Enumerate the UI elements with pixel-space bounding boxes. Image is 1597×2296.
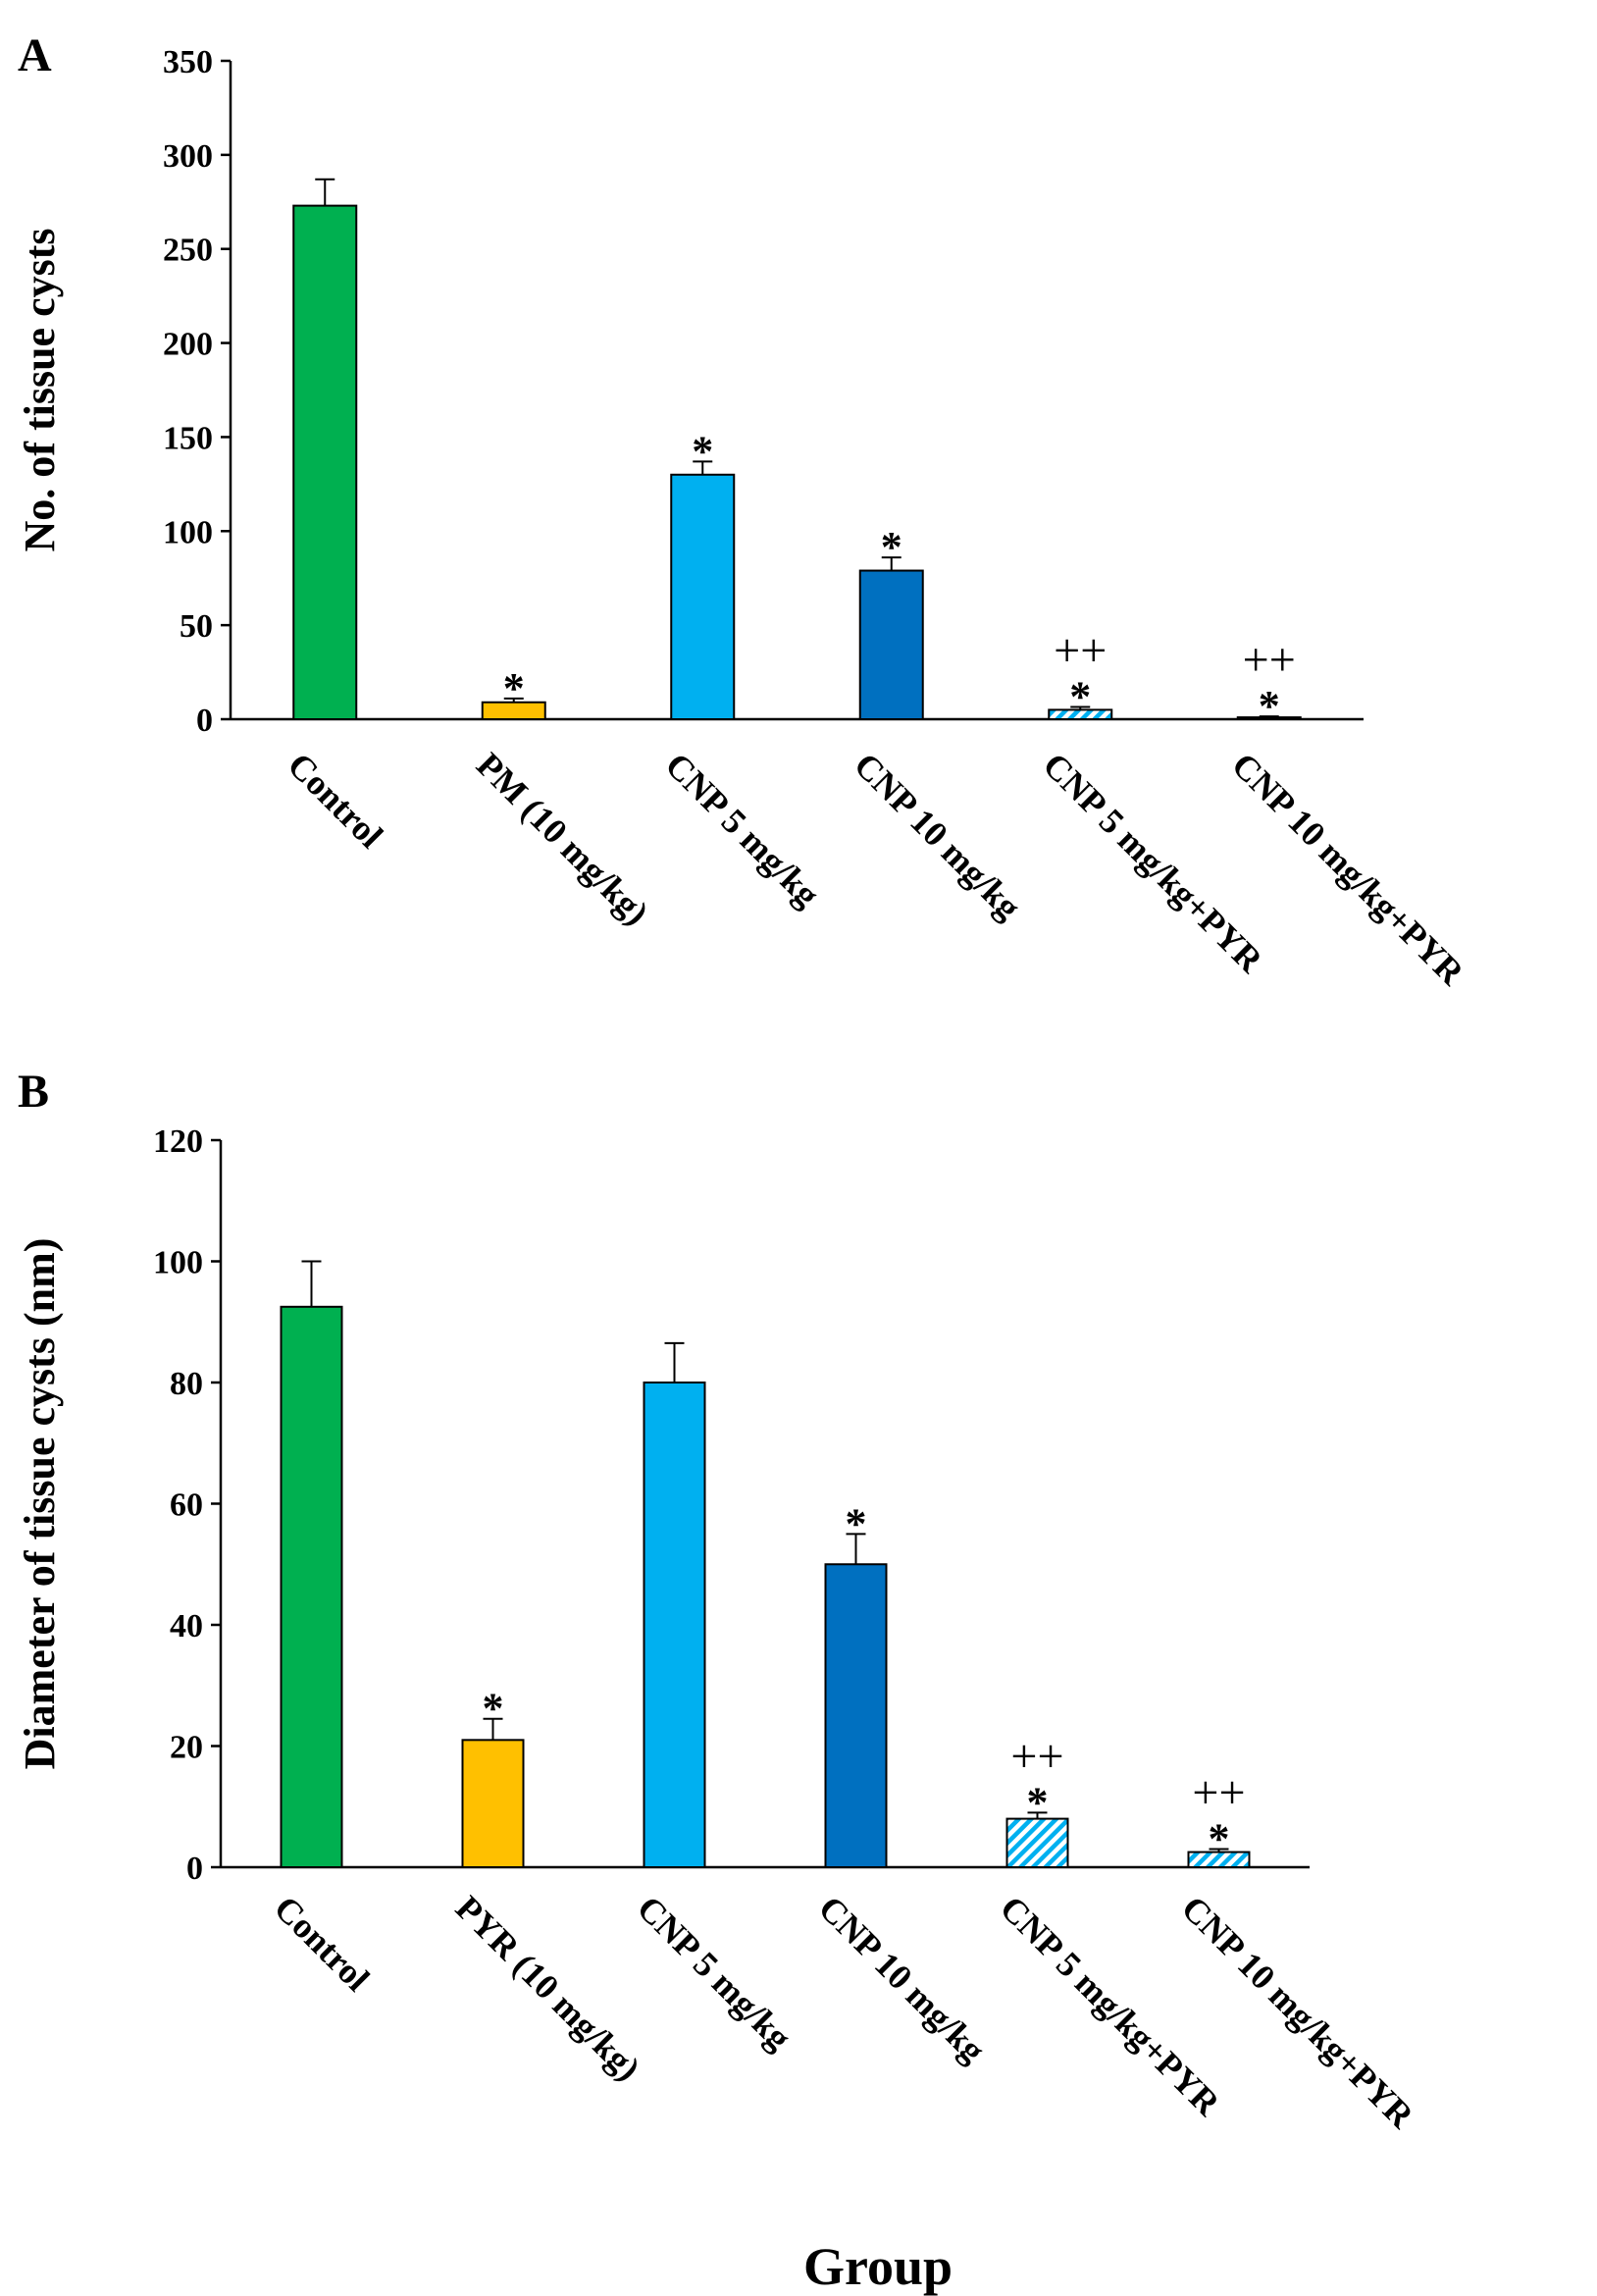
significance-star: *	[483, 1685, 504, 1733]
y-tick-label: 80	[170, 1366, 203, 1402]
x-tick-label: PYR (10 mg/kg)	[448, 1888, 648, 2088]
panel-b: B Diameter of tissue cysts (nm) 0 20 40 60 80 1…	[16, 1066, 1422, 2136]
y-tick-label: 20	[170, 1730, 203, 1766]
bar	[858, 569, 924, 720]
y-tick-label: 250	[163, 233, 213, 269]
y-tick-label: 120	[153, 1123, 203, 1160]
panel-a: A No. of tissue cysts 0 50 100 150 200 250 300 35…	[16, 29, 1472, 993]
significance-plus: ++	[1192, 1766, 1245, 1818]
significance-star: *	[846, 1499, 867, 1547]
y-tick-label: 60	[170, 1487, 203, 1524]
y-tick-label: 50	[180, 608, 213, 645]
x-tick-label: Control	[281, 745, 391, 856]
significance-star: *	[692, 427, 713, 475]
significance-star: *	[881, 523, 902, 571]
bar	[670, 473, 736, 720]
significance-plus: ++	[1054, 625, 1107, 677]
significance-star: *	[1209, 1814, 1230, 1862]
x-tick-label: CNP 10 mg/kg	[847, 745, 1028, 926]
y-tick-label: 350	[163, 44, 213, 80]
significance-star: *	[1027, 1778, 1049, 1826]
x-tick-label: CNP 5 mg/kg	[658, 745, 828, 914]
significance-plus: ++	[1243, 634, 1296, 686]
y-tick-label: 40	[170, 1608, 203, 1644]
y-tick-label: 300	[163, 138, 213, 175]
x-tick-label: Control	[267, 1888, 378, 1999]
y-tick-label: 0	[196, 703, 213, 739]
x-axis-title: Group	[803, 2237, 953, 2296]
bar	[461, 1739, 525, 1868]
bar	[643, 1382, 706, 1868]
y-tick-label: 0	[186, 1851, 203, 1887]
bar	[292, 204, 358, 720]
panel-letter: A	[18, 29, 52, 81]
bar	[1005, 1817, 1069, 1868]
significance-plus: ++	[1010, 1730, 1063, 1782]
y-tick-label: 100	[153, 1245, 203, 1281]
significance-star: *	[503, 664, 525, 712]
significance-star: *	[1259, 682, 1280, 730]
y-tick-label: 200	[163, 327, 213, 363]
bar	[280, 1305, 343, 1868]
y-axis-title: No. of tissue cysts	[16, 229, 64, 552]
bar	[824, 1563, 888, 1868]
panel-letter: B	[18, 1066, 49, 1118]
x-tick-label: CNP 10 mg/kg	[811, 1888, 993, 2069]
y-tick-label: 100	[163, 514, 213, 550]
y-axis-title: Diameter of tissue cysts (nm)	[16, 1238, 64, 1770]
x-tick-label: PM (10 mg/kg)	[469, 745, 656, 932]
x-tick-label: CNP 5 mg/kg	[630, 1888, 799, 2058]
y-tick-label: 150	[163, 420, 213, 456]
significance-star: *	[1069, 673, 1091, 721]
